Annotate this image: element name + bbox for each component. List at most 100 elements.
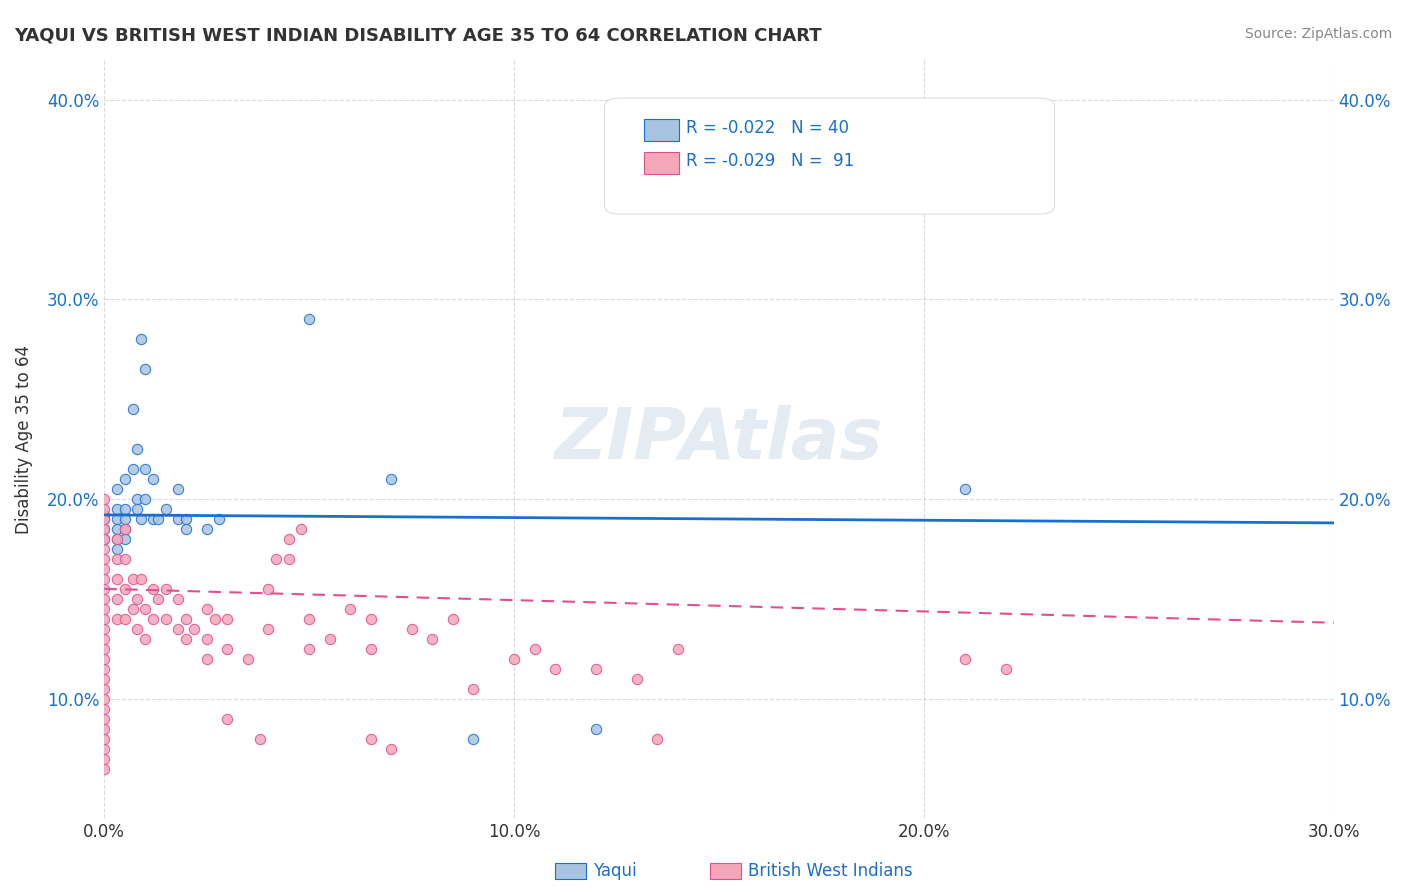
Point [93,591,115,606]
Point [93,751,115,765]
Point [585,722,607,736]
Point [93,641,115,656]
Point [114,522,136,536]
Point [125,491,148,506]
Point [953,482,976,496]
Point [93,651,115,665]
Point [114,502,136,516]
Text: Yaqui: Yaqui [593,862,637,880]
Point [105,541,128,556]
Point [105,612,128,626]
Point [298,612,321,626]
Point [360,612,382,626]
Point [93,522,115,536]
Point [174,632,197,646]
Point [142,472,165,486]
Point [114,532,136,546]
Point [167,591,190,606]
Point [93,572,115,586]
Point [380,741,402,756]
Point [114,472,136,486]
Point [129,512,152,526]
Point [339,601,361,615]
Point [114,522,136,536]
Point [93,512,115,526]
Point [217,641,239,656]
Point [134,632,156,646]
Point [93,741,115,756]
Point [420,632,443,646]
Point [236,651,259,665]
Point [134,491,156,506]
Point [277,532,299,546]
Point [994,662,1017,676]
Point [93,491,115,506]
Point [585,662,607,676]
Y-axis label: Disability Age 35 to 64: Disability Age 35 to 64 [15,344,32,533]
Point [461,681,484,696]
Point [183,622,205,636]
Point [93,762,115,776]
Text: R = -0.022   N = 40: R = -0.022 N = 40 [686,120,849,137]
Point [146,512,169,526]
Point [195,632,218,646]
Point [953,651,976,665]
Point [93,552,115,566]
Point [174,512,197,526]
Point [142,512,165,526]
Point [93,632,115,646]
Point [129,332,152,346]
Point [93,601,115,615]
Point [167,482,190,496]
Point [195,522,218,536]
Point [93,562,115,576]
Text: ZIPAtlas: ZIPAtlas [555,405,883,474]
Point [174,522,197,536]
Point [134,462,156,476]
Point [122,462,145,476]
Point [114,582,136,596]
Point [93,541,115,556]
Point [523,641,546,656]
Point [125,442,148,456]
Point [105,572,128,586]
Point [105,532,128,546]
Point [93,662,115,676]
Point [318,632,340,646]
Point [129,572,152,586]
Point [105,552,128,566]
Point [125,502,148,516]
Point [122,572,145,586]
Point [277,552,299,566]
Point [142,582,165,596]
Point [125,622,148,636]
Point [134,601,156,615]
Point [503,651,526,665]
Point [93,691,115,706]
Point [155,582,177,596]
Point [401,622,423,636]
Point [298,641,321,656]
Point [105,532,128,546]
Point [105,512,128,526]
Point [93,672,115,686]
Point [114,552,136,566]
Point [105,522,128,536]
Point [125,591,148,606]
Point [195,601,218,615]
Point [142,612,165,626]
Point [257,582,280,596]
Point [134,362,156,376]
Point [195,651,218,665]
Point [122,402,145,417]
Point [114,612,136,626]
Point [155,502,177,516]
Point [208,512,231,526]
Point [217,712,239,726]
Point [93,622,115,636]
Point [105,502,128,516]
Point [105,482,128,496]
Point [298,312,321,326]
Point [93,512,115,526]
Point [441,612,464,626]
